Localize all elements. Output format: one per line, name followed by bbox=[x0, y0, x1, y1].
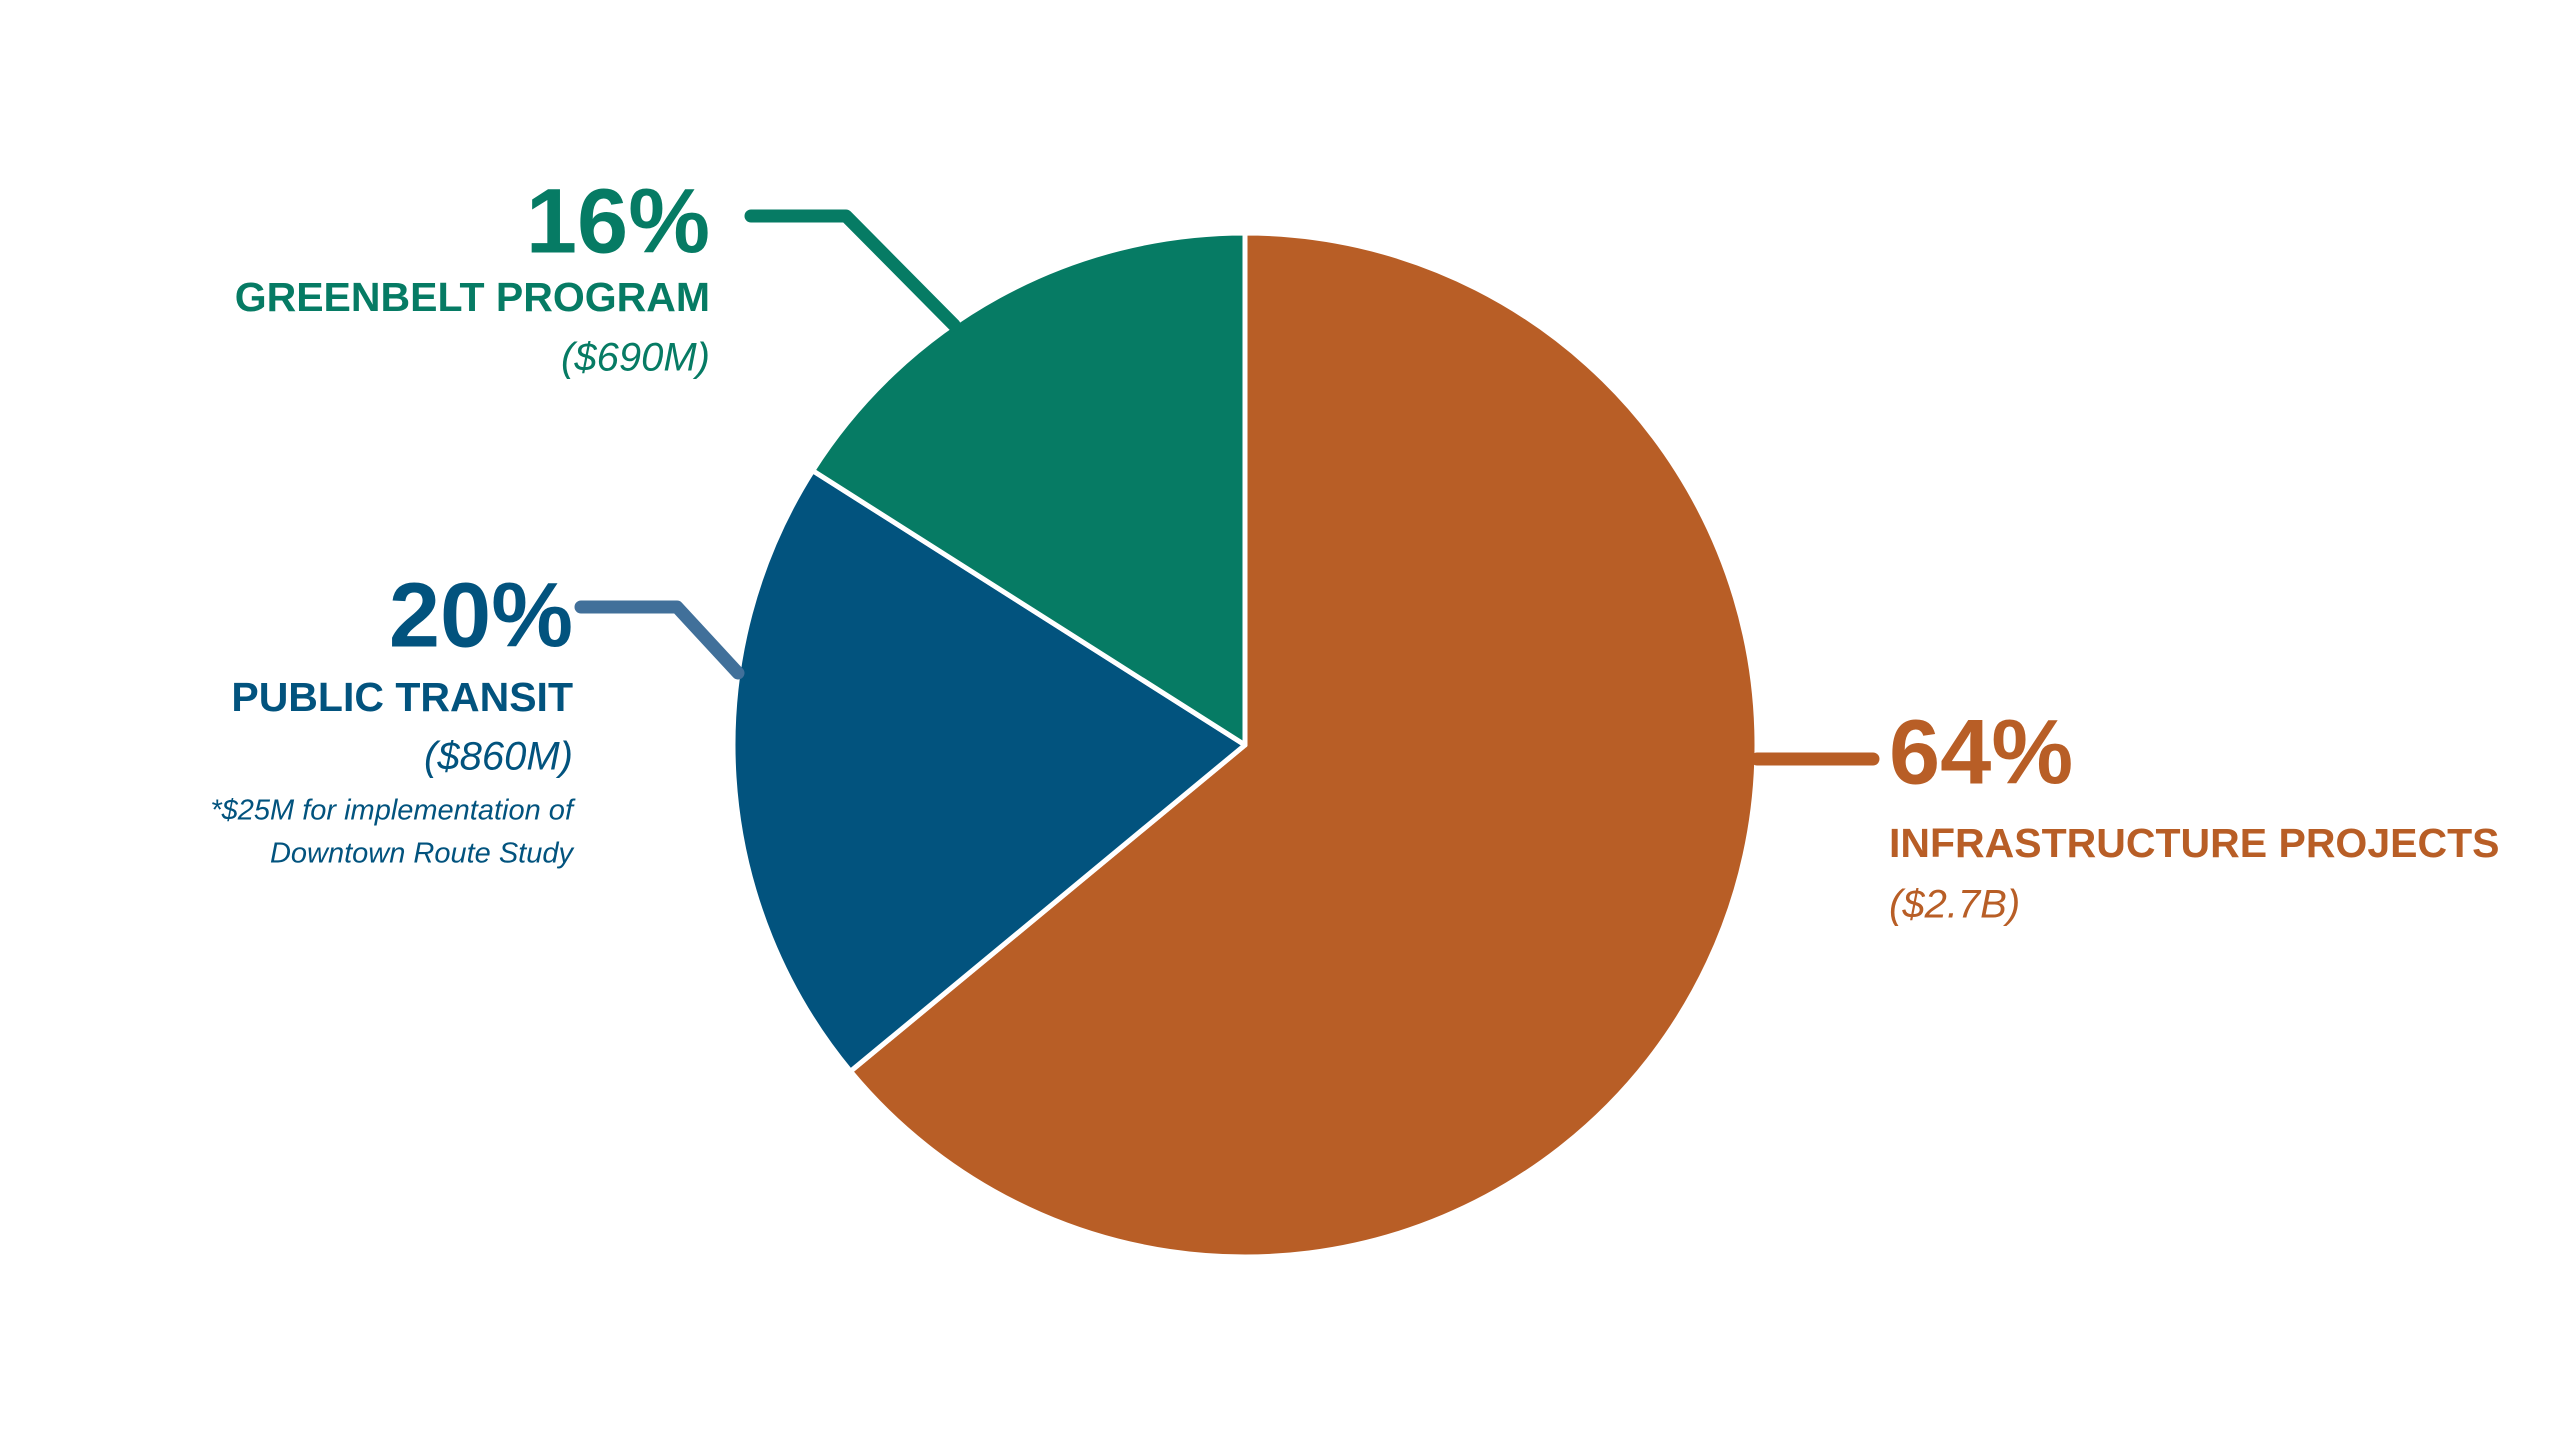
value-label: 16% bbox=[526, 170, 710, 272]
pie-slice bbox=[847, 230, 1760, 1260]
amount-label: ($690M) bbox=[561, 336, 710, 380]
leader-line bbox=[574, 600, 745, 680]
pie-slice bbox=[730, 468, 1248, 1074]
leader-line bbox=[744, 209, 961, 332]
amount-label: ($2.7B) bbox=[1889, 883, 2020, 927]
pie-slice bbox=[810, 230, 1248, 748]
amount-label: ($860M) bbox=[424, 735, 573, 779]
annotation: *$25M for implementation of bbox=[210, 795, 576, 827]
value-label: 64% bbox=[1889, 701, 2073, 803]
category-label: GREENBELT PROGRAM bbox=[235, 274, 710, 320]
category-label: PUBLIC TRANSIT bbox=[231, 674, 573, 720]
category-label: INFRASTRUCTURE PROJECTS bbox=[1889, 820, 2499, 866]
annotation: Downtown Route Study bbox=[270, 838, 575, 870]
value-label: 20% bbox=[389, 564, 573, 666]
